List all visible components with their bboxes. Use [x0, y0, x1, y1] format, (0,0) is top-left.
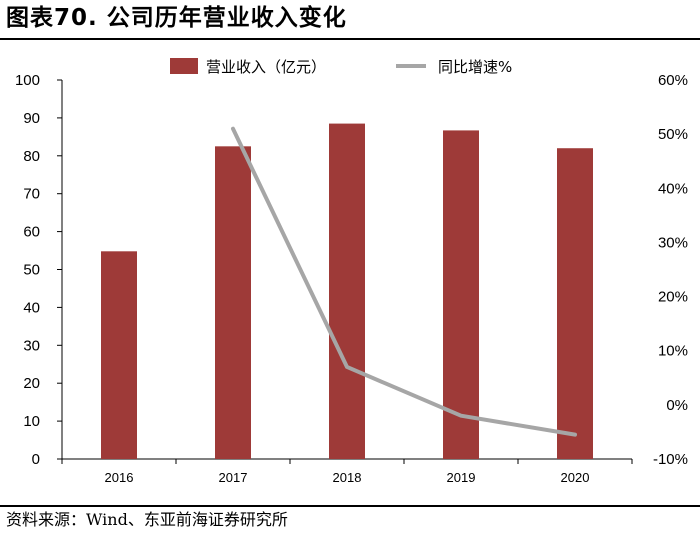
y2-tick-label: 40% — [658, 180, 688, 197]
y-tick-label: 70 — [23, 186, 40, 203]
x-tick-label: 2020 — [561, 470, 590, 485]
legend: 营业收入（亿元） 同比增速% — [170, 58, 512, 76]
legend-label-bar: 营业收入（亿元） — [206, 58, 326, 76]
axes: 0 10 20 30 40 50 60 70 80 90 100 -10% 0% 10% 20% 30% 40%… — [15, 72, 688, 485]
bar-2020 — [557, 148, 593, 459]
legend-swatch-bar — [170, 58, 198, 74]
y2-tick-label: 10% — [658, 343, 688, 360]
y2-tick-label: 20% — [658, 289, 688, 306]
title-rule — [0, 38, 700, 40]
y2-tick-label: 60% — [658, 72, 688, 89]
y-tick-label: 30 — [23, 337, 40, 354]
x-tick-label: 2016 — [105, 470, 134, 485]
bar-2017 — [215, 146, 251, 459]
bar-2019 — [443, 130, 479, 460]
source-note: 资料来源：Wind、东亚前海证券研究所 — [6, 510, 288, 529]
bar-2018 — [329, 123, 365, 460]
y2-tick-label: 0% — [666, 397, 688, 414]
growth-line — [231, 126, 577, 437]
y-tick-label: 60 — [23, 224, 40, 241]
y2-tick-label: 30% — [658, 234, 688, 251]
y2-tick-label: -10% — [653, 451, 688, 468]
bar-series — [101, 123, 593, 460]
x-tick-label: 2018 — [333, 470, 362, 485]
x-tick-label: 2019 — [447, 470, 476, 485]
y-tick-label: 90 — [23, 110, 40, 127]
legend-label-line: 同比增速% — [438, 58, 512, 76]
x-tick-label: 2017 — [219, 470, 248, 485]
line-series — [231, 126, 577, 437]
y-tick-label: 50 — [23, 262, 40, 279]
y2-tick-label: 50% — [658, 126, 688, 143]
y-tick-label: 10 — [23, 413, 40, 430]
y-tick-label: 40 — [23, 299, 40, 316]
chart-title: 图表70. 公司历年营业收入变化 — [6, 5, 347, 31]
y-tick-label: 100 — [15, 72, 40, 89]
y-tick-label: 0 — [32, 451, 40, 468]
source-rule — [0, 505, 700, 507]
y-tick-label: 20 — [23, 375, 40, 392]
y-tick-label: 80 — [23, 148, 40, 165]
bar-2016 — [101, 251, 137, 459]
